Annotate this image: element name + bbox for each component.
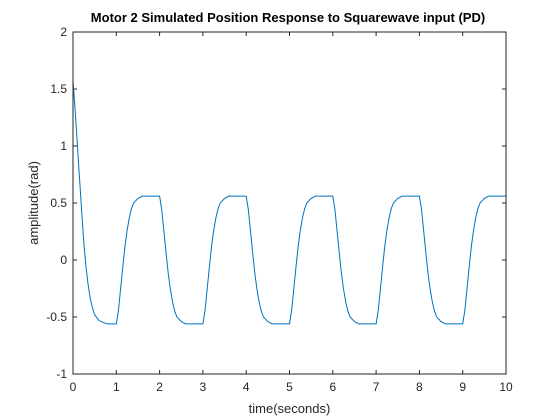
- y-axis-label: amplitude(rad): [26, 161, 41, 245]
- x-tick-label: 4: [243, 380, 250, 394]
- x-tick-label: 7: [373, 380, 380, 394]
- y-tick-label: -0.5: [46, 310, 67, 324]
- x-tick-label: 6: [329, 380, 336, 394]
- x-axis-label: time(seconds): [249, 401, 331, 416]
- y-tick-label: 1: [60, 139, 67, 153]
- x-tick-label: 8: [416, 380, 423, 394]
- x-tick-label: 3: [200, 380, 207, 394]
- y-tick-label: 2: [60, 25, 67, 39]
- x-tick-label: 9: [459, 380, 466, 394]
- x-tick-label: 10: [499, 380, 513, 394]
- y-tick-label: -1: [56, 367, 67, 381]
- chart-title: Motor 2 Simulated Position Response to S…: [91, 10, 485, 25]
- x-tick-label: 2: [156, 380, 163, 394]
- y-tick-label: 0: [60, 253, 67, 267]
- series-line: [72, 80, 506, 325]
- axis-tick-labels: 0 1 2 3 4 5 6 7 8 9 10 -1 -0.5 0 0.5 1 1.5 2: [46, 25, 513, 394]
- y-tick-label: 0.5: [50, 196, 67, 210]
- y-tick-label: 1.5: [50, 82, 67, 96]
- plot-area: [73, 32, 506, 374]
- x-tick-label: 0: [70, 380, 77, 394]
- x-tick-label: 1: [113, 380, 120, 394]
- x-tick-label: 5: [286, 380, 293, 394]
- axes-box: [72, 31, 507, 375]
